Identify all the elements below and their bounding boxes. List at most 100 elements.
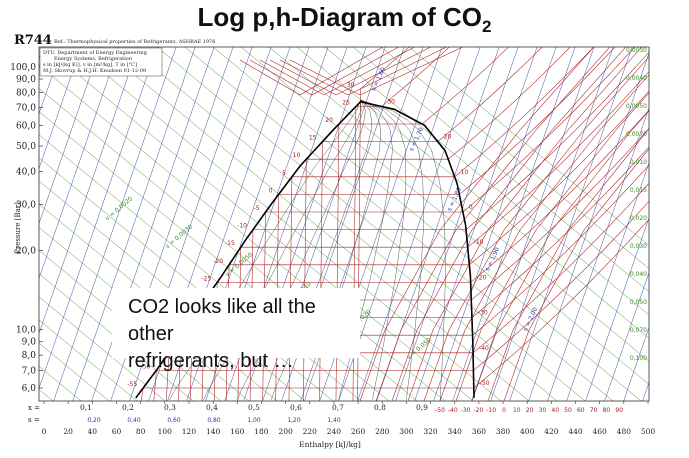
isentrope-line — [623, 326, 649, 401]
isotherm-label-liquid: 25 — [342, 99, 350, 106]
isentrope-line — [528, 52, 649, 401]
isotherm-label-vapor: -40 — [479, 345, 489, 352]
x-tick-label: 280 — [375, 427, 390, 436]
isotherm-label-vapor: 30 — [387, 98, 395, 105]
temperature-axis-label: 90 — [615, 407, 623, 414]
right-isochore-label: 0,015 — [630, 187, 647, 194]
y-tick-label: 80,0 — [16, 88, 36, 98]
isentrope-line — [395, 47, 519, 401]
plot-frame — [38, 46, 650, 402]
isotherm-line — [423, 56, 649, 401]
y-tick-label: 8,0 — [22, 351, 37, 361]
right-isochore-label: 0,050 — [630, 299, 647, 306]
callout-line-1: CO2 looks like all the other — [128, 296, 316, 345]
right-isochore-label: 0,100 — [630, 355, 647, 362]
isotherm-line — [439, 74, 649, 401]
y-tick-label: 70,0 — [16, 104, 36, 114]
isochore-line — [212, 47, 642, 401]
isotherm-label-vapor: -20 — [477, 274, 487, 281]
isotherm-line — [471, 110, 649, 401]
x-tick-label: 360 — [472, 427, 487, 436]
entropy-tick-label: 1,20 — [287, 417, 301, 424]
isotherm-label-liquid: 15 — [309, 135, 317, 142]
refrigerant-code: R744 — [14, 33, 52, 48]
y-tick-label: 6,0 — [22, 384, 37, 394]
isotherm-label-vapor: 20 — [444, 134, 452, 141]
info-line-3: s in [kJ/(kg K)], v in [m³/kg], T in [°C… — [43, 61, 137, 68]
info-line-4: M.J. Skovrup & H.J.H. Knudsen 01-12-09 — [43, 68, 146, 74]
isotherm-label-liquid: -25 — [201, 275, 211, 282]
x-tick-label: 460 — [593, 427, 608, 436]
temperature-axis-label: 70 — [590, 407, 598, 414]
entropy-tick-label: 1,40 — [327, 417, 341, 424]
x-tick-label: 80 — [136, 427, 146, 436]
y-tick-label: 10,0 — [16, 326, 36, 336]
temperature-axis-label: -10 — [486, 407, 496, 414]
isotherm-label-vapor: 10 — [461, 169, 469, 176]
source-note: Ref.: Thermophysical properties of Refri… — [54, 39, 215, 45]
isentrope-line — [471, 47, 595, 401]
isentrope-line — [39, 47, 139, 335]
temperature-axis-label: 80 — [603, 407, 611, 414]
y-tick-label: 40,0 — [16, 168, 36, 178]
quality-tick-label: 0,9 — [416, 403, 428, 412]
x-tick-label: 500 — [641, 427, 656, 436]
quality-tick-label: 0,2 — [122, 403, 134, 412]
y-tick-label: 50,0 — [16, 142, 36, 152]
isotherm-line — [239, 47, 384, 96]
isentrope-line — [509, 47, 633, 401]
isochore-label: v = 0,0020 — [104, 195, 134, 222]
isotherm-label-liquid: -15 — [225, 240, 235, 247]
isentrope-line — [547, 107, 649, 401]
isentrope-line — [674, 30, 689, 420]
isentrope-line — [53, 47, 177, 401]
isotherm-line — [269, 47, 432, 96]
entropy-tick-label: 1,00 — [247, 417, 261, 424]
x-tick-label: 100 — [158, 427, 173, 436]
isentrope-line — [0, 30, 11, 420]
title-subscript: 2 — [482, 17, 492, 37]
isotherm-label-liquid: 0 — [269, 187, 273, 194]
isotherm-line — [391, 47, 627, 401]
y-axis-label: Pressure [Bar] — [14, 202, 22, 254]
isotherm-line — [319, 47, 543, 401]
isotherm-line — [335, 47, 510, 401]
isotherm-line — [487, 128, 649, 401]
callout-box: CO2 looks like all the other refrigerant… — [112, 288, 360, 372]
isotherm-label-vapor: -30 — [478, 310, 488, 317]
isochore-line — [296, 47, 649, 339]
x-tick-label: 400 — [520, 427, 535, 436]
isotherm-label-vapor: -50 — [480, 380, 490, 387]
y-tick-label: 60,0 — [16, 121, 36, 131]
isentrope-line — [72, 47, 196, 401]
x-tick-label: 140 — [206, 427, 221, 436]
isotherm-label-liquid: -55 — [127, 381, 137, 388]
entropy-tick-label: 0,40 — [127, 417, 141, 424]
isochore-line — [156, 47, 586, 401]
isotherm-line — [288, 47, 594, 401]
isotherm-label-vapor: 0 — [469, 204, 473, 211]
right-isochore-label: 0,040 — [630, 271, 647, 278]
isotherm-line — [178, 164, 649, 401]
quality-tick-label: 0,1 — [80, 403, 92, 412]
isentrope-line — [452, 47, 576, 401]
temperature-axis-label: 30 — [539, 407, 547, 414]
right-isochore-label: 0,0040 — [626, 75, 647, 82]
isochore-line — [184, 47, 614, 401]
isotherm-label-liquid: -10 — [237, 223, 247, 230]
temperature-axis-label: -50 — [435, 407, 445, 414]
y-tick-label: 30,0 — [16, 200, 36, 210]
y-tick-label: 7,0 — [22, 366, 37, 376]
isochore-line — [39, 64, 446, 401]
isotherm-label-liquid: 10 — [293, 152, 301, 159]
y-tick-label: 20,0 — [16, 247, 36, 257]
quality-tick-label: 0,5 — [248, 403, 260, 412]
x-tick-label: 40 — [88, 427, 98, 436]
isentrope-line — [414, 47, 538, 401]
info-line-2: Energy Systems, Refrigeration — [54, 56, 133, 62]
isentrope-line — [39, 47, 63, 115]
isotherm-line — [166, 182, 649, 401]
callout-line-2: refrigerants, but … — [128, 350, 294, 372]
isentrope-label: s = 1,70 — [408, 126, 425, 152]
isotherm-label-liquid: 30 — [347, 82, 355, 89]
